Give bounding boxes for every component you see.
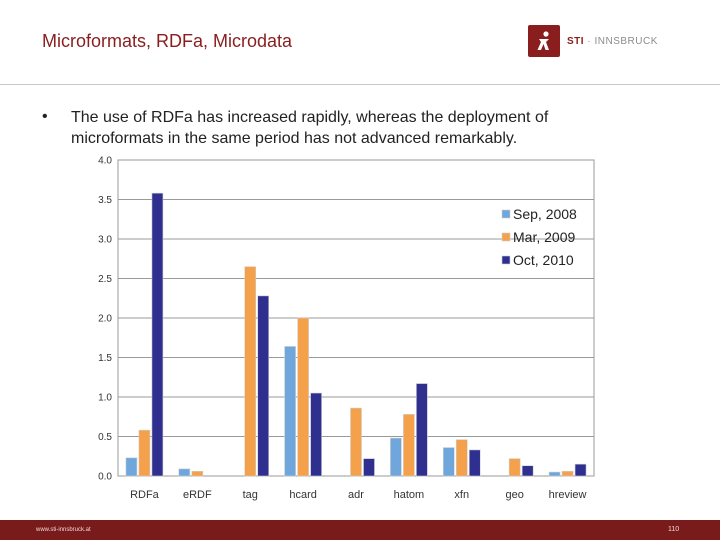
bar-hcard-0 [284,346,296,477]
y-tick-label: 4.0 [98,156,112,167]
header-divider [0,84,720,85]
x-category-label: hatom [394,489,425,501]
logo-place: INNSBRUCK [594,35,658,47]
bar-adr-2 [363,458,375,477]
sti-logo-text: STI · INNSBRUCK [567,36,658,47]
y-tick-label: 1.5 [98,353,112,364]
footer-bar: www.sti-innsbruck.at 110 [0,520,720,540]
bar-geo-2 [521,465,534,477]
bar-hcard-1 [297,317,309,477]
bar-geo-1 [508,458,521,477]
x-category-label: hcard [289,489,317,501]
bar-chart: 0.0 0.5 1.0 1.5 2.0 2.5 3.0 3.5 4.0 RDFa eRDF tag hc… [98,156,595,501]
footer-url: www.sti-innsbruck.at [36,527,91,533]
sti-logo-icon [528,25,560,57]
bar-eRDF-1 [191,470,204,477]
bar-tag-1 [244,266,257,477]
x-category-label: RDFa [130,489,160,501]
logo-brand: STI [567,35,585,47]
x-category-label: xfn [454,489,469,501]
legend-label: Mar, 2009 [513,229,575,245]
legend-swatch [501,209,511,219]
bar-hreview-0 [548,471,561,477]
bar-tag-2 [257,295,270,477]
bar-hcard-2 [310,392,322,477]
bar-RDFa-2 [151,192,164,477]
sti-logo: STI · INNSBRUCK [528,25,658,57]
x-category-label: tag [243,489,258,501]
y-tick-label: 3.0 [98,235,112,246]
bar-hatom-0 [390,437,402,477]
y-tick-label: 0.5 [98,432,112,443]
bar-RDFa-0 [125,457,138,477]
legend-swatch [501,255,511,265]
slide-title: Microformats, RDFa, Microdata [42,31,293,51]
bar-hreview-1 [561,470,574,477]
page-number: 110 [668,526,680,533]
bar-adr-1 [350,407,362,477]
bar-xfn-1 [455,439,468,477]
y-tick-label: 1.0 [98,393,112,404]
bar-eRDF-0 [178,468,191,477]
bar-xfn-2 [468,449,481,477]
logo-separator: · [587,35,592,47]
y-tick-label: 3.5 [98,195,112,206]
bar-RDFa-1 [138,429,151,477]
bar-hreview-2 [574,463,587,477]
x-category-label: eRDF [183,489,212,501]
x-category-label: geo [505,489,523,501]
y-tick-label: 2.5 [98,274,112,285]
legend-label: Sep, 2008 [513,206,577,222]
bullet-text: The use of RDFa has increased rapidly, w… [71,109,549,147]
bar-hatom-2 [416,383,428,477]
bullet-marker: • [42,108,48,125]
bar-xfn-0 [442,447,455,477]
x-category-label: adr [348,489,364,501]
y-tick-label: 2.0 [98,314,112,325]
y-tick-label: 0.0 [98,472,112,483]
bar-hatom-1 [403,414,415,477]
legend-label: Oct, 2010 [513,252,574,268]
legend-swatch [501,232,511,242]
x-category-label: hreview [549,489,587,501]
